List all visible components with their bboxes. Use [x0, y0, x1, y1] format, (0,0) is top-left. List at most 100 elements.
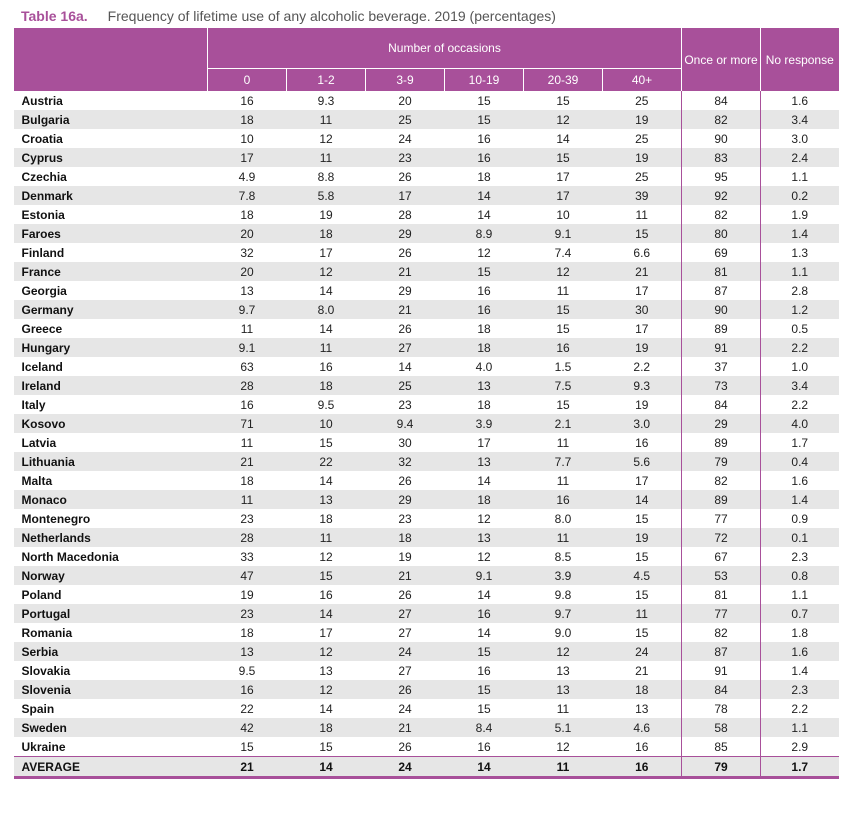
- value-cell: 69: [681, 243, 761, 262]
- value-cell: 9.3: [286, 91, 366, 110]
- country-name: Ukraine: [13, 737, 208, 757]
- value-cell: 85: [681, 737, 761, 757]
- country-name: Lithuania: [13, 452, 208, 471]
- country-name: Netherlands: [13, 528, 208, 547]
- value-cell: 18: [286, 376, 366, 395]
- value-cell: 19: [602, 528, 682, 547]
- country-name: Iceland: [13, 357, 208, 376]
- country-name: Montenegro: [13, 509, 208, 528]
- table-row: Italy 16 9.5 23 18 15 19 84 2.2: [13, 395, 839, 414]
- value-cell: 4.5: [602, 566, 682, 585]
- value-cell: 11: [207, 490, 287, 509]
- value-cell: 12: [523, 110, 603, 129]
- table-row: Latvia 11 15 30 17 11 16 89 1.7: [13, 433, 839, 452]
- value-cell: 89: [681, 490, 761, 509]
- table-row: Bulgaria 18 11 25 15 12 19 82 3.4: [13, 110, 839, 129]
- value-cell: 11: [602, 205, 682, 224]
- value-cell: 18: [365, 528, 445, 547]
- value-cell: 12: [286, 262, 366, 281]
- table-row: Estonia 18 19 28 14 10 11 82 1.9: [13, 205, 839, 224]
- value-cell: 18: [602, 680, 682, 699]
- value-cell: 2.9: [760, 737, 839, 757]
- value-cell: 1.6: [760, 642, 839, 661]
- table-row: Norway 47 15 21 9.1 3.9 4.5 53 0.8: [13, 566, 839, 585]
- value-cell: 14: [286, 699, 366, 718]
- value-cell: 9.0: [523, 623, 603, 642]
- value-cell: 22: [207, 699, 287, 718]
- value-cell: 10: [523, 205, 603, 224]
- table-row: Greece 11 14 26 18 15 17 89 0.5: [13, 319, 839, 338]
- country-name: Czechia: [13, 167, 208, 186]
- country-name: Estonia: [13, 205, 208, 224]
- value-cell: 26: [365, 680, 445, 699]
- value-cell: 12: [444, 509, 524, 528]
- table-row: Poland 19 16 26 14 9.8 15 81 1.1: [13, 585, 839, 604]
- value-cell: 83: [681, 148, 761, 167]
- value-cell: 82: [681, 110, 761, 129]
- value-cell: 3.0: [602, 414, 682, 433]
- value-cell: 16: [207, 680, 287, 699]
- value-cell: 29: [365, 281, 445, 300]
- value-cell: 20: [207, 224, 287, 243]
- table-row: Monaco 11 13 29 18 16 14 89 1.4: [13, 490, 839, 509]
- table-row: Georgia 13 14 29 16 11 17 87 2.8: [13, 281, 839, 300]
- value-cell: 27: [365, 661, 445, 680]
- value-cell: 23: [365, 148, 445, 167]
- value-cell: 2.4: [760, 148, 839, 167]
- value-cell: 89: [681, 319, 761, 338]
- value-cell: 20: [365, 91, 445, 110]
- value-cell: 16: [207, 91, 287, 110]
- value-cell: 89: [681, 433, 761, 452]
- value-cell: 7.5: [523, 376, 603, 395]
- value-cell: 1.1: [760, 718, 839, 737]
- value-cell: 90: [681, 300, 761, 319]
- value-cell: 8.9: [444, 224, 524, 243]
- table-row: Montenegro 23 18 23 12 8.0 15 77 0.9: [13, 509, 839, 528]
- country-name: Austria: [13, 91, 208, 110]
- average-cell: 24: [365, 756, 445, 779]
- value-cell: 18: [207, 471, 287, 490]
- value-cell: 26: [365, 471, 445, 490]
- value-cell: 15: [523, 91, 603, 110]
- table-row: Germany 9.7 8.0 21 16 15 30 90 1.2: [13, 300, 839, 319]
- value-cell: 90: [681, 129, 761, 148]
- value-cell: 15: [286, 737, 366, 757]
- value-cell: 14: [365, 357, 445, 376]
- value-cell: 21: [365, 300, 445, 319]
- value-cell: 19: [602, 338, 682, 357]
- country-name: Portugal: [13, 604, 208, 623]
- value-cell: 0.9: [760, 509, 839, 528]
- value-cell: 25: [365, 110, 445, 129]
- value-cell: 72: [681, 528, 761, 547]
- value-cell: 11: [207, 433, 287, 452]
- value-cell: 19: [365, 547, 445, 566]
- table-row: Croatia 10 12 24 16 14 25 90 3.0: [13, 129, 839, 148]
- value-cell: 39: [602, 186, 682, 205]
- value-cell: 12: [286, 129, 366, 148]
- value-cell: 29: [365, 490, 445, 509]
- value-cell: 21: [365, 718, 445, 737]
- value-cell: 8.8: [286, 167, 366, 186]
- value-cell: 11: [602, 604, 682, 623]
- occasions-group-header: Number of occasions: [207, 28, 682, 69]
- value-cell: 1.7: [760, 433, 839, 452]
- value-cell: 9.1: [207, 338, 287, 357]
- value-cell: 18: [444, 338, 524, 357]
- value-cell: 1.4: [760, 661, 839, 680]
- table-row: Faroes 20 18 29 8.9 9.1 15 80 1.4: [13, 224, 839, 243]
- value-cell: 8.0: [523, 509, 603, 528]
- value-cell: 13: [444, 528, 524, 547]
- value-cell: 91: [681, 661, 761, 680]
- value-cell: 18: [444, 490, 524, 509]
- country-name: Spain: [13, 699, 208, 718]
- value-cell: 1.6: [760, 471, 839, 490]
- value-cell: 3.9: [523, 566, 603, 585]
- value-cell: 12: [286, 547, 366, 566]
- value-cell: 13: [207, 642, 287, 661]
- value-cell: 26: [365, 585, 445, 604]
- value-cell: 1.4: [760, 490, 839, 509]
- value-cell: 11: [523, 471, 603, 490]
- table-body: Austria 16 9.3 20 15 15 25 84 1.6 Bulgaria 18 11 25 1…: [13, 91, 839, 779]
- value-cell: 15: [444, 642, 524, 661]
- value-cell: 24: [365, 642, 445, 661]
